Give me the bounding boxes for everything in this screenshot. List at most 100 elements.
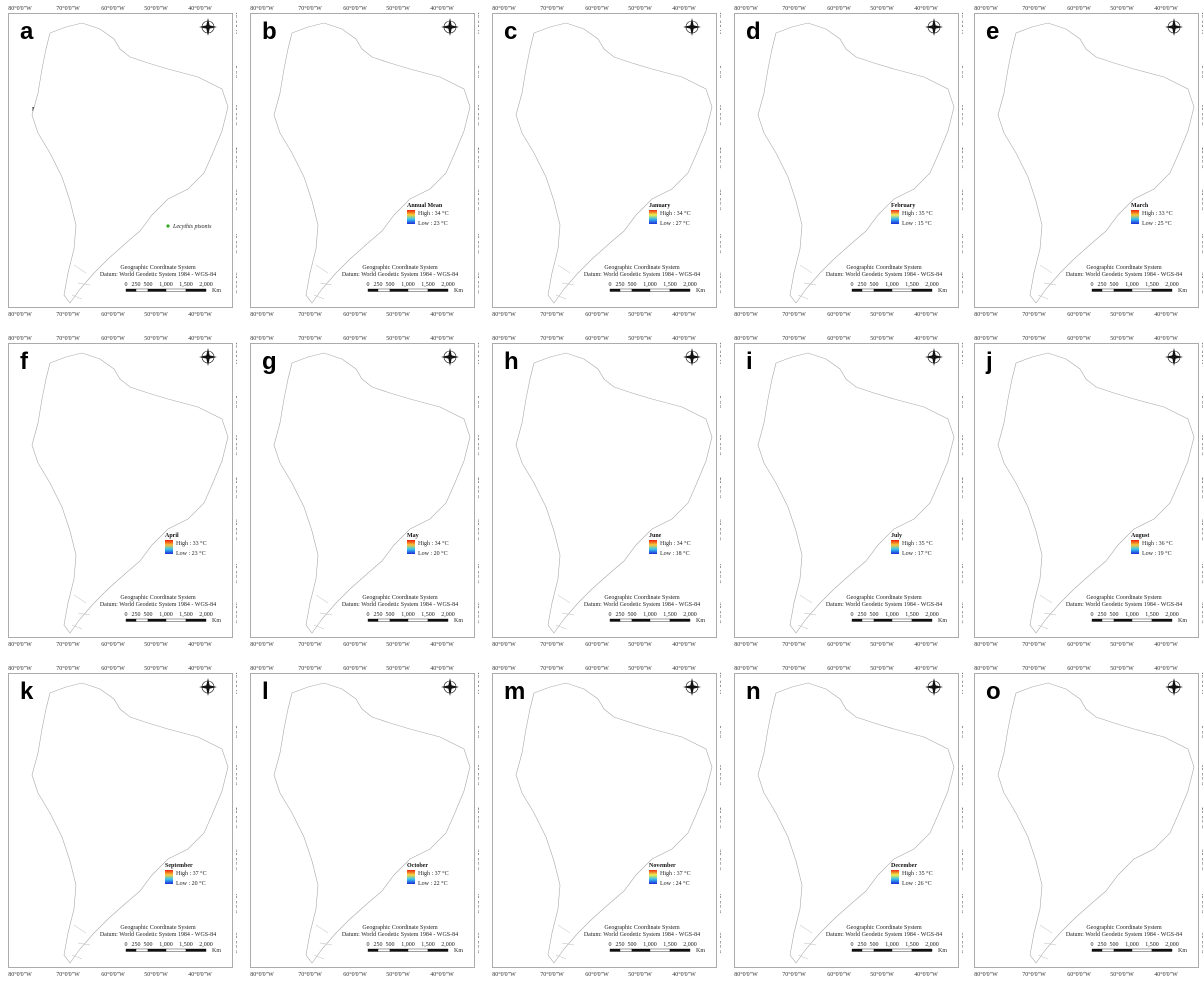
scale-label: 0 xyxy=(609,612,612,618)
scale-label: 500 xyxy=(870,612,879,618)
map-panel-c: January High : 34 °C Low : 27 °C 80°0'0"W 80… xyxy=(492,3,721,317)
legend-low: Low : 19 °C xyxy=(1142,550,1172,557)
map-panel-m: November High : 37 °C Low : 24 °C 80°0'0"W 8… xyxy=(492,663,721,977)
scale-unit: Km xyxy=(938,948,947,954)
south-america-outline xyxy=(273,22,471,304)
scale-unit: Km xyxy=(938,288,947,294)
datum-label: Datum: World Geodetic System 1984 - WGS-… xyxy=(584,602,700,608)
bottom-tick-label: 60°0'0"W xyxy=(343,971,367,977)
bottom-tick-label: 70°0'0"W xyxy=(1022,641,1046,647)
species-legend: Lecythis pisonis xyxy=(166,224,212,230)
bottom-tick-label: 80°0'0"W xyxy=(250,641,274,647)
top-tick-label: 50°0'0"W xyxy=(628,5,652,12)
bottom-tick-label: 70°0'0"W xyxy=(1022,971,1046,977)
scale-label: 1,500 xyxy=(421,942,435,948)
north-arrow-icon xyxy=(199,348,217,366)
panel-letter: m xyxy=(504,678,525,705)
datum-label: Datum: World Geodetic System 1984 - WGS-… xyxy=(100,272,216,278)
scale-unit: Km xyxy=(1178,618,1187,624)
side-tick-label: 20°0'0"S xyxy=(960,477,963,498)
datum-label: Datum: World Geodetic System 1984 - WGS-… xyxy=(1066,932,1182,938)
datum-label: Datum: World Geodetic System 1984 - WGS-… xyxy=(1066,602,1182,608)
scale-label: 2,000 xyxy=(441,612,455,618)
scale-label: 1,000 xyxy=(401,282,415,288)
side-tick-label: 50°0'0"S xyxy=(960,272,963,293)
bottom-tick-label: 70°0'0"W xyxy=(56,971,80,977)
map-panel-o: 80°0'0"W 80°0'0"W 70°0'0"W 70°0'0"W 60°0'0"W… xyxy=(974,663,1203,977)
scale-unit: Km xyxy=(1178,288,1187,294)
bottom-tick-label: 70°0'0"W xyxy=(298,641,322,647)
top-tick-label: 50°0'0"W xyxy=(628,335,652,342)
panel-letter: c xyxy=(504,18,517,45)
side-tick-label: 50°0'0"S xyxy=(234,272,237,293)
coordinate-system-label: Geographic Coordinate System xyxy=(604,265,680,271)
scale-label: 1,500 xyxy=(179,282,193,288)
top-tick-label: 50°0'0"W xyxy=(870,665,894,672)
scale-label: 2,000 xyxy=(441,942,455,948)
legend-high: High : 37 °C xyxy=(660,870,691,877)
side-tick-label: 50°0'0"S xyxy=(1200,602,1203,623)
legend-low: Low : 23 °C xyxy=(176,550,206,557)
side-tick-label: 10°0'0"S xyxy=(476,104,479,125)
side-tick-label: 0°0'0" xyxy=(1200,66,1203,81)
bottom-tick-label: 80°0'0"W xyxy=(492,641,516,647)
top-tick-label: 70°0'0"W xyxy=(298,5,322,12)
side-tick-label: 30°0'0"S xyxy=(718,849,721,870)
side-tick-label: 30°0'0"S xyxy=(1200,519,1203,540)
top-tick-label: 80°0'0"W xyxy=(734,335,758,342)
scale-label: 1,500 xyxy=(663,612,677,618)
side-tick-label: 50°0'0"S xyxy=(960,602,963,623)
bottom-tick-label: 60°0'0"W xyxy=(827,971,851,977)
scale-label: 1,000 xyxy=(1125,612,1139,618)
bottom-tick-label: 50°0'0"W xyxy=(870,311,894,317)
bottom-tick-label: 80°0'0"W xyxy=(8,311,32,317)
side-tick-label: 10°0'0"N xyxy=(476,672,479,695)
scale-label: 1,500 xyxy=(905,612,919,618)
top-tick-label: 40°0'0"W xyxy=(914,335,938,342)
map-panel-k: September High : 37 °C Low : 20 °C 80°0'0"W… xyxy=(8,663,237,977)
scale-label: 0 xyxy=(367,282,370,288)
side-tick-label: 10°0'0"S xyxy=(1200,764,1203,785)
top-tick-label: 70°0'0"W xyxy=(1022,5,1046,12)
legend-high: High : 37 °C xyxy=(176,870,207,877)
scale-label: 2,000 xyxy=(683,942,697,948)
legend-title: December xyxy=(891,863,917,869)
north-arrow-icon xyxy=(1165,348,1183,366)
scale-label: 500 xyxy=(386,942,395,948)
side-tick-label: 40°0'0"S xyxy=(960,232,963,253)
legend-low: Low : 18 °C xyxy=(660,550,690,557)
top-tick-label: 70°0'0"W xyxy=(782,335,806,342)
scale-label: 1,000 xyxy=(885,942,899,948)
top-tick-label: 80°0'0"W xyxy=(974,665,998,672)
side-tick-label: 10°0'0"S xyxy=(718,104,721,125)
side-tick-label: 20°0'0"S xyxy=(234,477,237,498)
side-tick-label: 50°0'0"S xyxy=(718,272,721,293)
scale-label: 250 xyxy=(1098,282,1107,288)
scale-label: 0 xyxy=(367,612,370,618)
legend-title: April xyxy=(165,533,179,539)
panel-letter: e xyxy=(986,18,999,45)
scale-label: 0 xyxy=(609,942,612,948)
map-panel-d: February High : 35 °C Low : 15 °C 80°0'0"W 8… xyxy=(734,3,963,317)
coordinate-system-label: Geographic Coordinate System xyxy=(1086,595,1162,601)
scale-label: 1,000 xyxy=(885,282,899,288)
legend-title: June xyxy=(649,533,662,539)
side-tick-label: 30°0'0"S xyxy=(234,519,237,540)
side-tick-label: 0°0'0" xyxy=(234,396,237,411)
coordinate-system-label: Geographic Coordinate System xyxy=(120,595,196,601)
side-tick-label: 0°0'0" xyxy=(718,726,721,741)
scale-label: 1,000 xyxy=(1125,942,1139,948)
bottom-tick-label: 80°0'0"W xyxy=(492,971,516,977)
bottom-tick-label: 70°0'0"W xyxy=(298,971,322,977)
scale-unit: Km xyxy=(696,618,705,624)
scale-label: 1,000 xyxy=(885,612,899,618)
bottom-tick-label: 70°0'0"W xyxy=(298,311,322,317)
bottom-tick-label: 60°0'0"W xyxy=(343,311,367,317)
side-tick-label: 40°0'0"S xyxy=(960,562,963,583)
